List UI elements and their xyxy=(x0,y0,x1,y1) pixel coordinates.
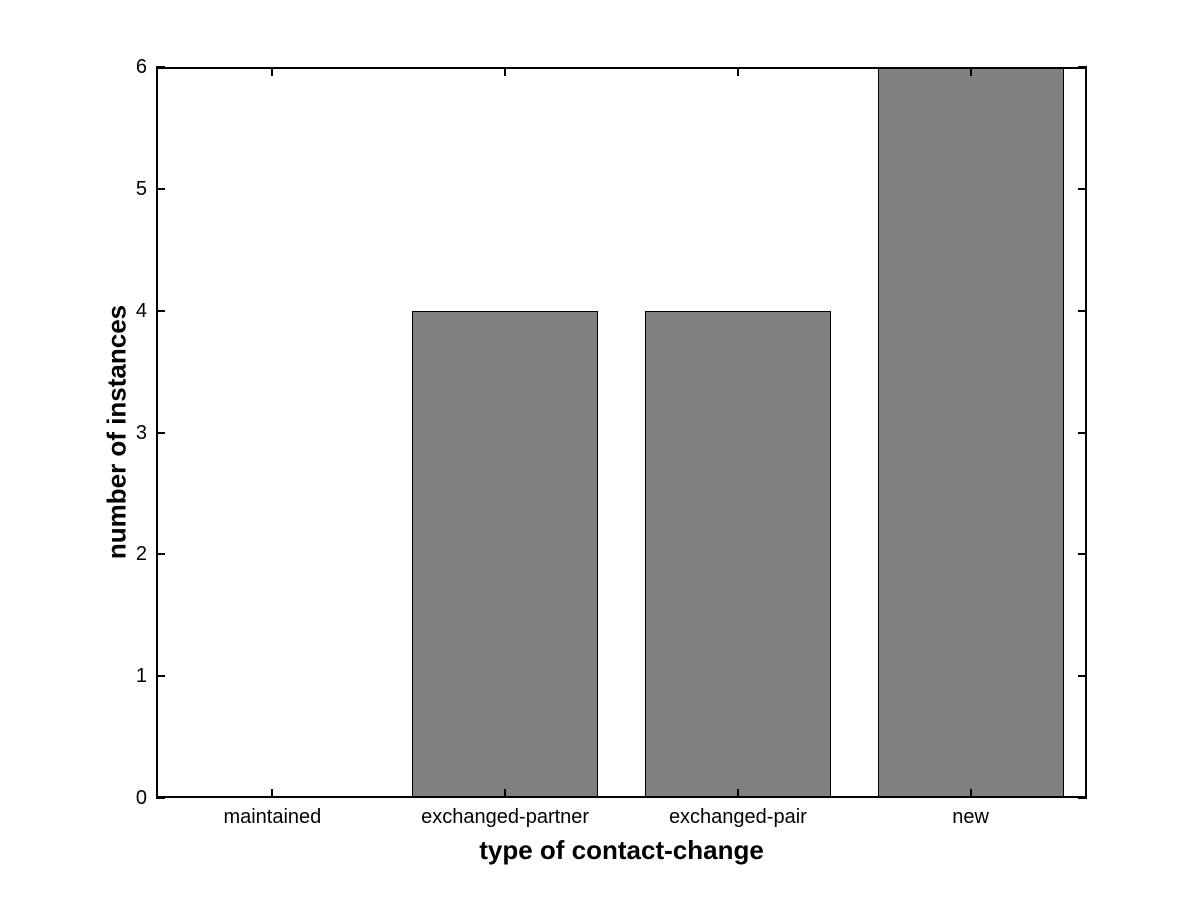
bar-exchanged-pair xyxy=(644,310,831,798)
y-tick-right xyxy=(1078,309,1087,312)
bar-exchanged-partner xyxy=(412,310,599,798)
x-tick-label: new xyxy=(952,806,989,828)
x-tick-top xyxy=(736,67,739,76)
plot-area xyxy=(156,66,1087,799)
y-tick-right xyxy=(1078,66,1087,68)
y-tick-right xyxy=(1078,797,1087,799)
y-tick-left xyxy=(156,797,165,799)
y-tick-right xyxy=(1078,553,1087,556)
y-tick-left xyxy=(156,553,165,556)
x-tick-label: exchanged-pair xyxy=(668,806,807,828)
y-tick-label: 5 xyxy=(135,177,147,200)
y-tick-right xyxy=(1078,187,1087,190)
x-tick-top xyxy=(504,67,507,76)
y-tick-right xyxy=(1078,675,1087,678)
y-tick-left xyxy=(156,431,165,434)
y-tick-right xyxy=(1078,431,1087,434)
x-tick-label: exchanged-partner xyxy=(421,806,590,828)
x-tick-top xyxy=(271,67,274,76)
y-tick-left xyxy=(156,187,165,190)
y-tick-label: 0 xyxy=(135,787,147,809)
x-tick-top xyxy=(969,67,972,76)
y-tick-label: 4 xyxy=(135,299,147,322)
x-tick-label: maintained xyxy=(223,806,322,828)
y-tick-label: 2 xyxy=(135,543,147,566)
y-tick-left xyxy=(156,309,165,312)
x-tick-bottom xyxy=(271,789,274,798)
y-tick-left xyxy=(156,675,165,678)
x-tick-bottom xyxy=(736,789,739,798)
x-tick-bottom xyxy=(969,789,972,798)
y-tick-label: 1 xyxy=(135,665,147,688)
x-tick-bottom xyxy=(504,789,507,798)
x-axis-label: type of contact-change xyxy=(479,835,764,865)
y-tick-label: 3 xyxy=(135,421,147,444)
bar-new xyxy=(877,67,1064,798)
y-tick-left xyxy=(156,66,165,68)
y-tick-label: 6 xyxy=(135,56,147,78)
